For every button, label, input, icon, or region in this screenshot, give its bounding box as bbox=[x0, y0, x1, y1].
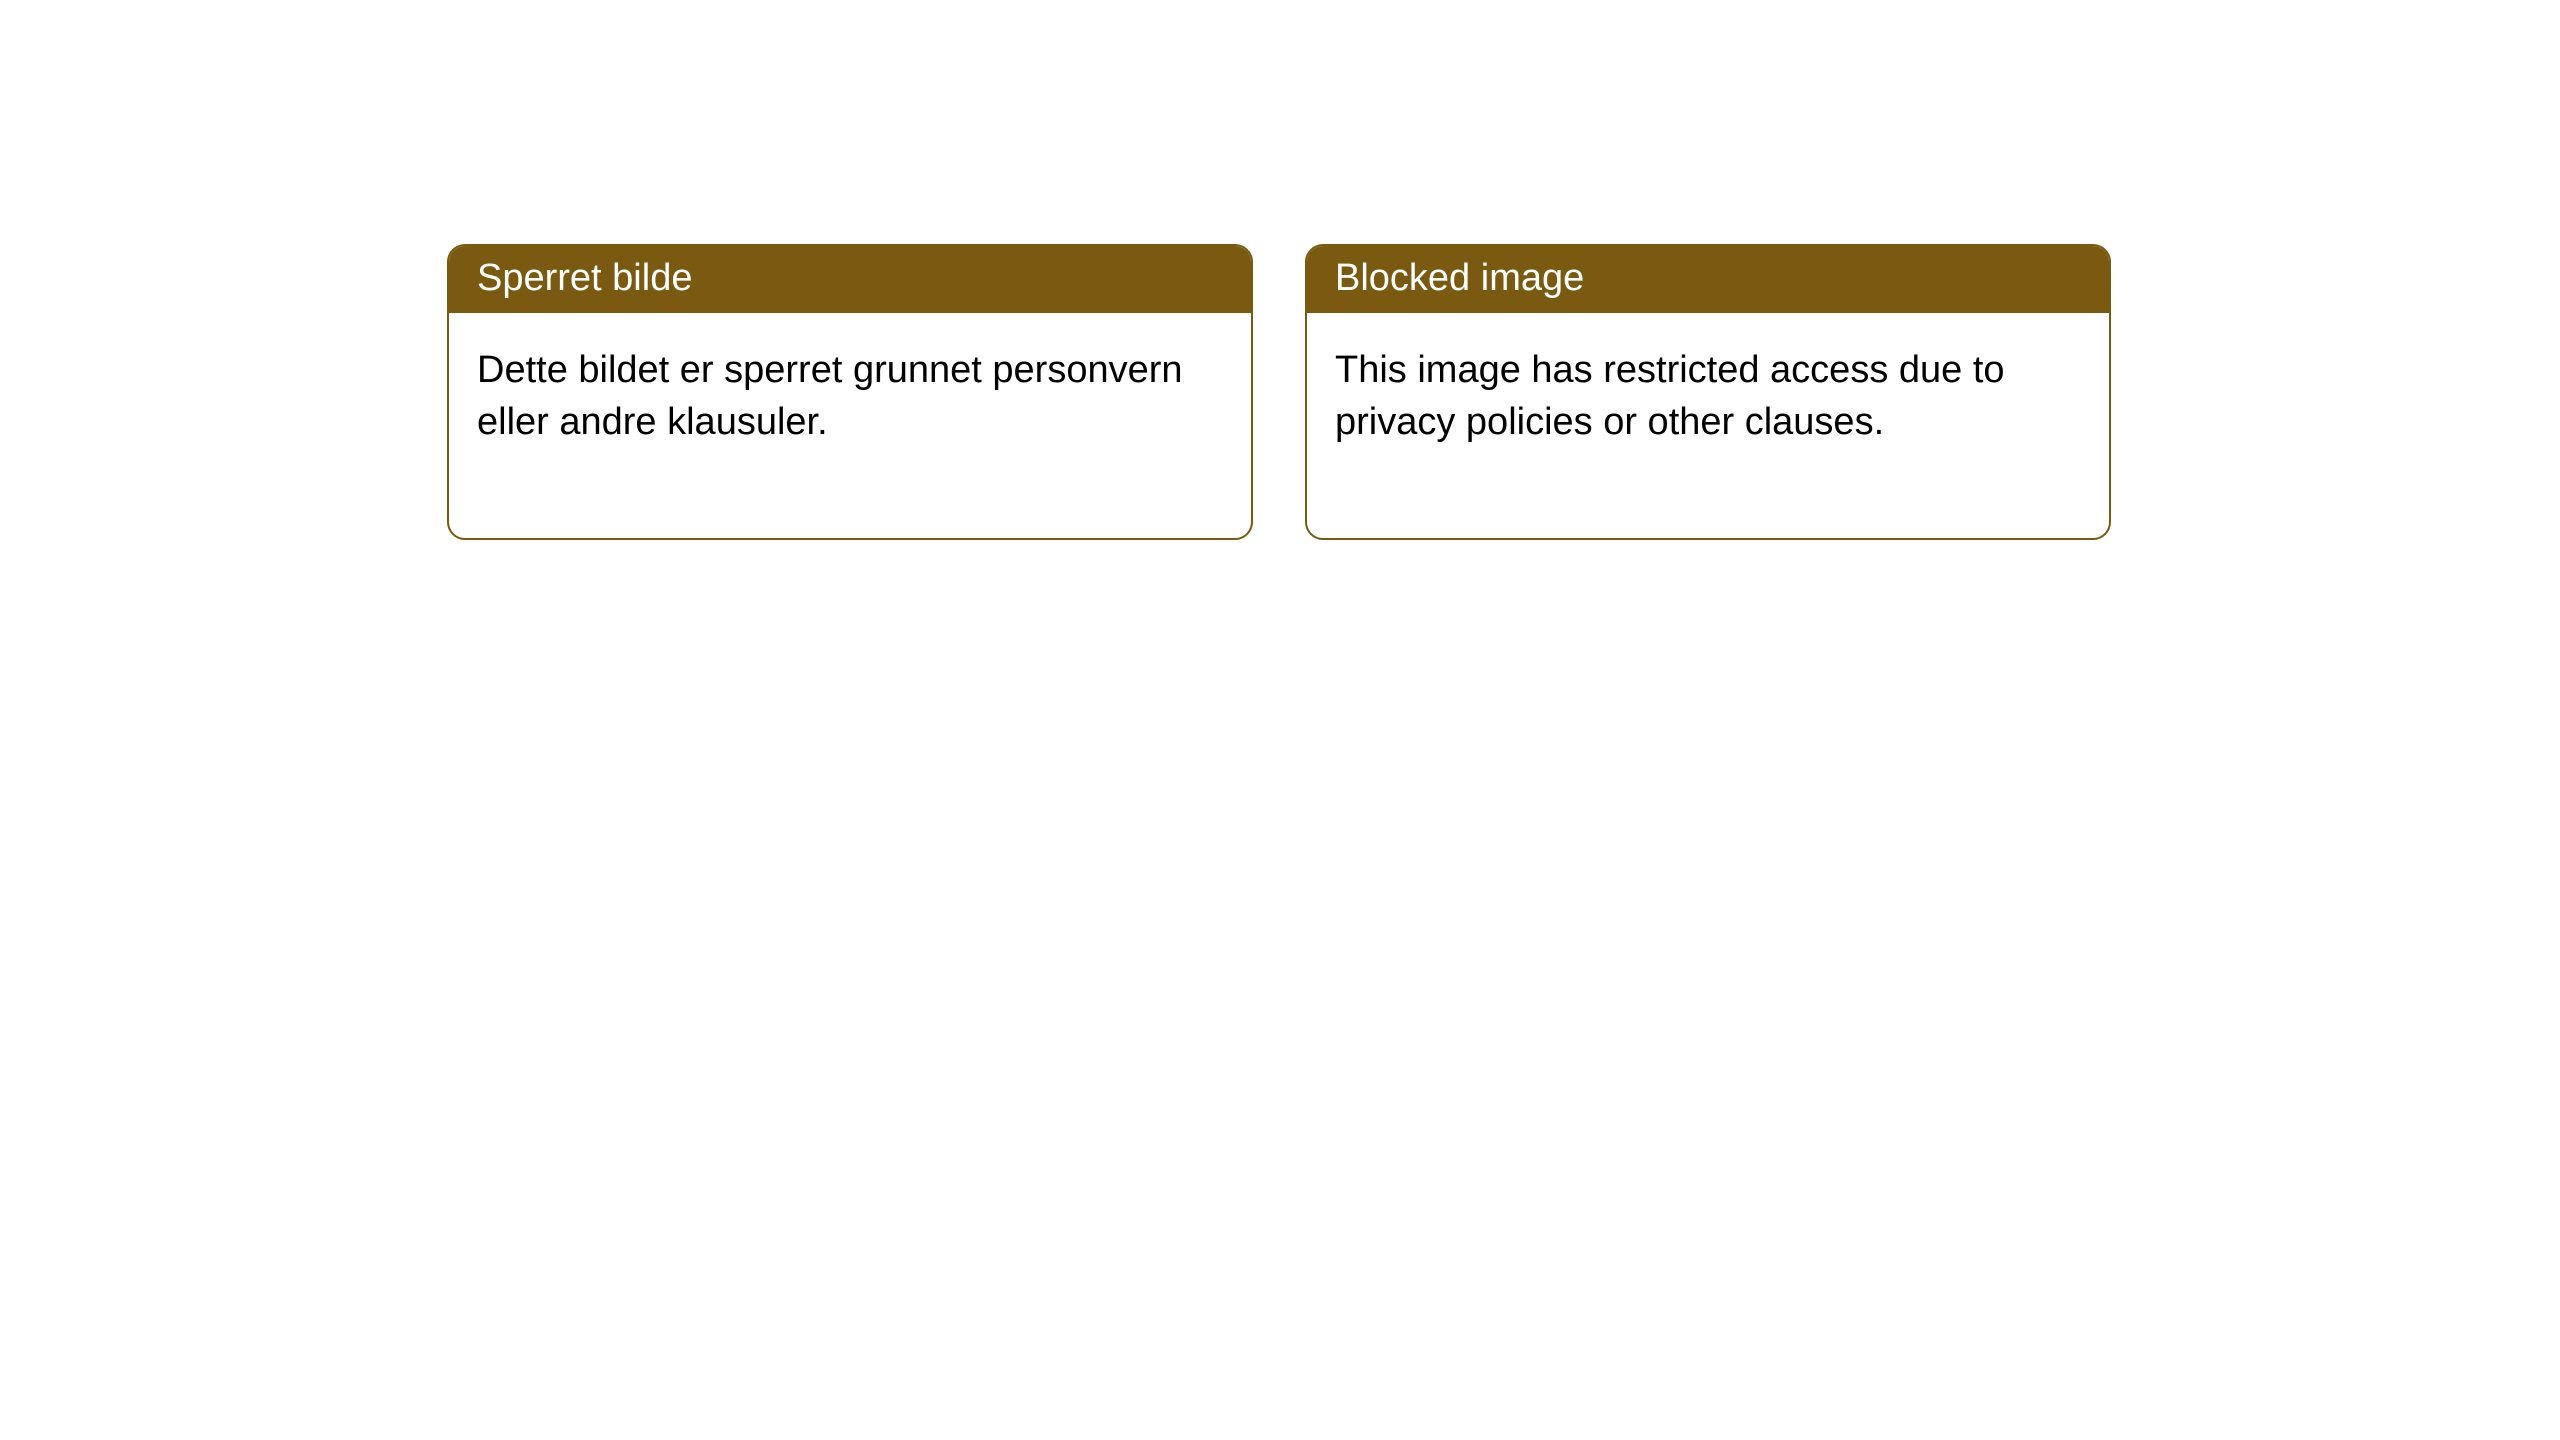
notice-title: Blocked image bbox=[1307, 246, 2109, 313]
notice-card-english: Blocked image This image has restricted … bbox=[1305, 244, 2111, 540]
notice-container: Sperret bilde Dette bildet er sperret gr… bbox=[0, 0, 2560, 540]
notice-card-norwegian: Sperret bilde Dette bildet er sperret gr… bbox=[447, 244, 1253, 540]
notice-body: This image has restricted access due to … bbox=[1307, 313, 2109, 538]
notice-body: Dette bildet er sperret grunnet personve… bbox=[449, 313, 1251, 538]
notice-title: Sperret bilde bbox=[449, 246, 1251, 313]
